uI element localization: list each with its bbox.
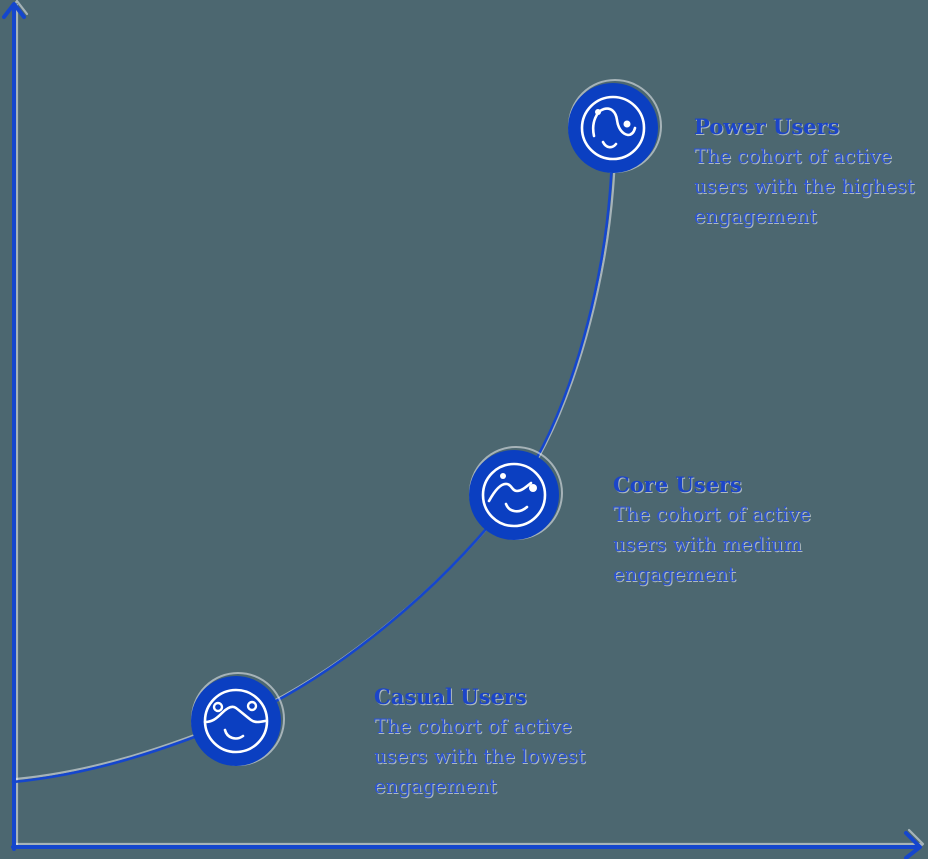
cohort-title: Casual Users: [374, 684, 527, 709]
casual-users-marker: [191, 672, 285, 766]
cohort-desc-line: users with medium: [613, 533, 802, 556]
cohort-desc-line: users with the lowest: [374, 745, 586, 768]
power-users-marker: [568, 79, 662, 173]
cohort-desc-line: engagement: [374, 775, 497, 798]
cohort-annotation-power: Power Users The cohort of active users w…: [694, 111, 915, 232]
up-arrow-icon: [2, 2, 26, 19]
right-arrow-icon: [904, 831, 922, 859]
core-user-face-icon: [481, 462, 547, 528]
cohort-desc-line: The cohort of active: [694, 145, 892, 168]
cohort-desc-line: engagement: [613, 563, 736, 586]
cohort-desc-line: engagement: [694, 205, 817, 228]
cohort-desc-line: users with the highest: [694, 175, 915, 198]
y-axis: [2, 2, 26, 851]
casual-user-face-icon: [203, 688, 269, 754]
cohort-title: Core Users: [613, 472, 742, 497]
x-axis: [11, 831, 922, 859]
cohort-desc-line: The cohort of active: [613, 503, 811, 526]
cohort-annotation-core: Core Users The cohort of active users wi…: [613, 469, 811, 590]
cohort-annotation-casual: Casual Users The cohort of active users …: [374, 681, 585, 802]
cohort-desc-line: The cohort of active: [374, 715, 572, 738]
core-users-marker: [469, 446, 563, 540]
cohort-title: Power Users: [694, 114, 840, 139]
power-user-face-icon: [580, 95, 646, 161]
